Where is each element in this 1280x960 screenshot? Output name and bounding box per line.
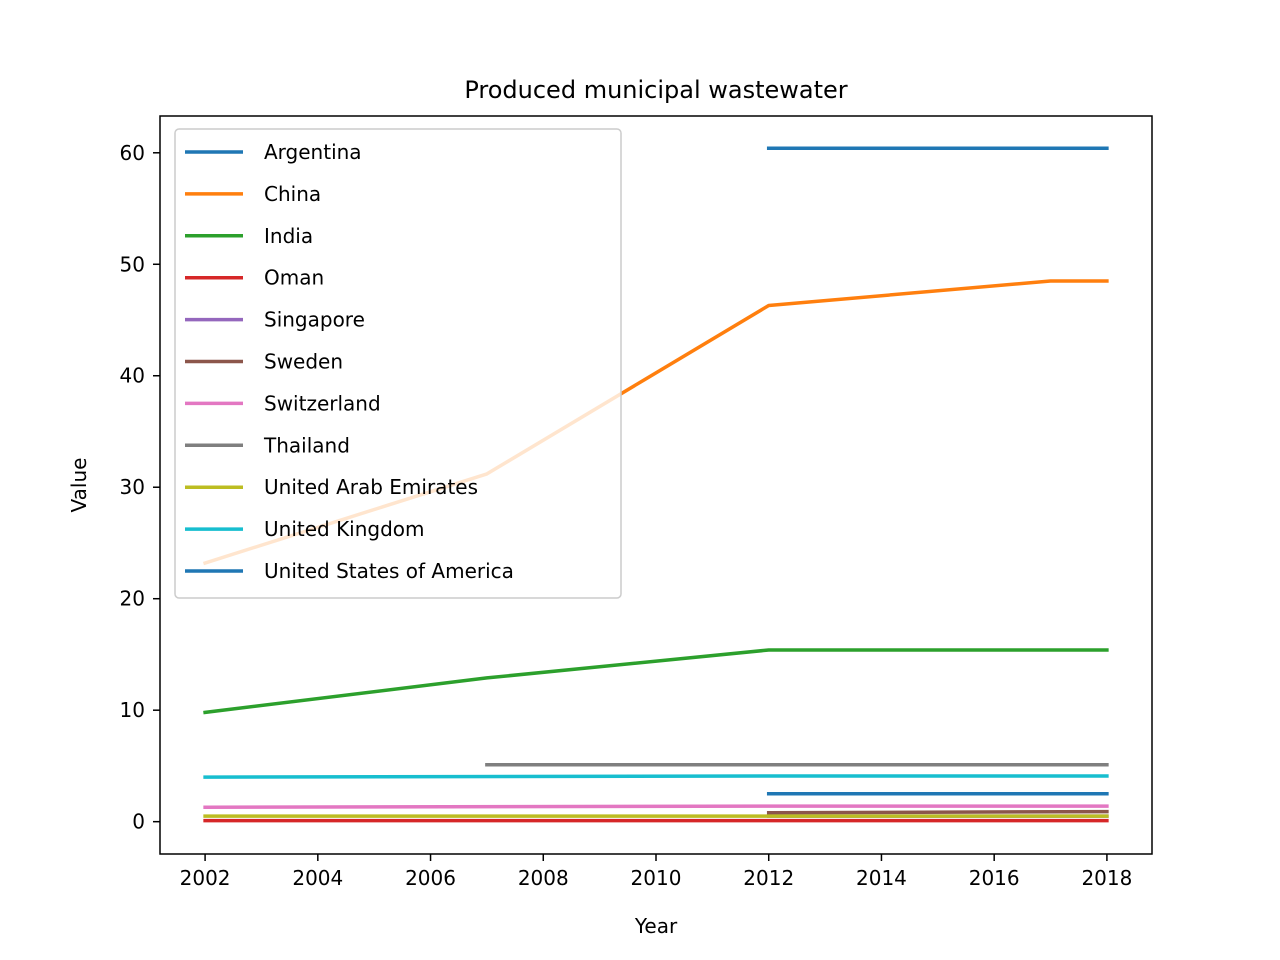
- x-tick-label-8: 2018: [1081, 866, 1132, 890]
- x-tick-label-4: 2010: [631, 866, 682, 890]
- x-tick-label-2: 2006: [405, 866, 456, 890]
- series-line-5: [766, 809, 1109, 815]
- legend-label-1: China: [264, 182, 321, 206]
- series-line-2: [203, 648, 1109, 715]
- x-axis-ticks: 2002 2004 2006 2008 2010 2012 2014 2016 2018: [180, 854, 1132, 890]
- legend-label-7: Thailand: [263, 433, 350, 457]
- legend: Argentina China India Oman Singapore Sweden Sw…: [174, 128, 622, 599]
- x-tick-label-5: 2012: [743, 866, 794, 890]
- legend-box: [174, 128, 622, 599]
- legend-entries: Argentina China India Oman Singapore Sweden Sw…: [185, 140, 514, 583]
- legend-label-5: Sweden: [264, 350, 343, 374]
- chart-title: Produced municipal wastewater: [464, 76, 847, 104]
- x-tick-label-7: 2016: [969, 866, 1020, 890]
- legend-label-2: India: [264, 224, 313, 248]
- legend-label-6: Switzerland: [264, 391, 381, 415]
- legend-label-4: Singapore: [264, 308, 365, 332]
- x-tick-label-6: 2014: [856, 866, 907, 890]
- legend-label-3: Oman: [264, 266, 324, 290]
- legend-label-0: Argentina: [264, 140, 362, 164]
- y-tick-label-3: 30: [120, 475, 145, 499]
- y-axis-ticks: 0 10 20 30 40 50 60: [120, 141, 160, 834]
- y-tick-label-1: 10: [120, 698, 145, 722]
- legend-label-8: United Arab Emirates: [264, 475, 478, 499]
- y-tick-label-6: 60: [120, 141, 145, 165]
- series-line-6: [203, 804, 1109, 809]
- y-tick-label-0: 0: [132, 810, 145, 834]
- x-tick-label-1: 2004: [292, 866, 343, 890]
- series-line-9: [203, 774, 1109, 779]
- plot-lines: [202, 146, 1109, 823]
- x-tick-label-3: 2008: [518, 866, 569, 890]
- y-tick-label-5: 50: [120, 252, 145, 276]
- legend-label-9: United Kingdom: [264, 517, 425, 541]
- x-tick-label-0: 2002: [180, 866, 231, 890]
- y-tick-label-4: 40: [120, 364, 145, 388]
- y-tick-label-2: 20: [120, 587, 145, 611]
- x-axis-label: Year: [634, 914, 678, 938]
- y-axis-label: Value: [67, 458, 91, 513]
- legend-label-10: United States of America: [264, 559, 514, 583]
